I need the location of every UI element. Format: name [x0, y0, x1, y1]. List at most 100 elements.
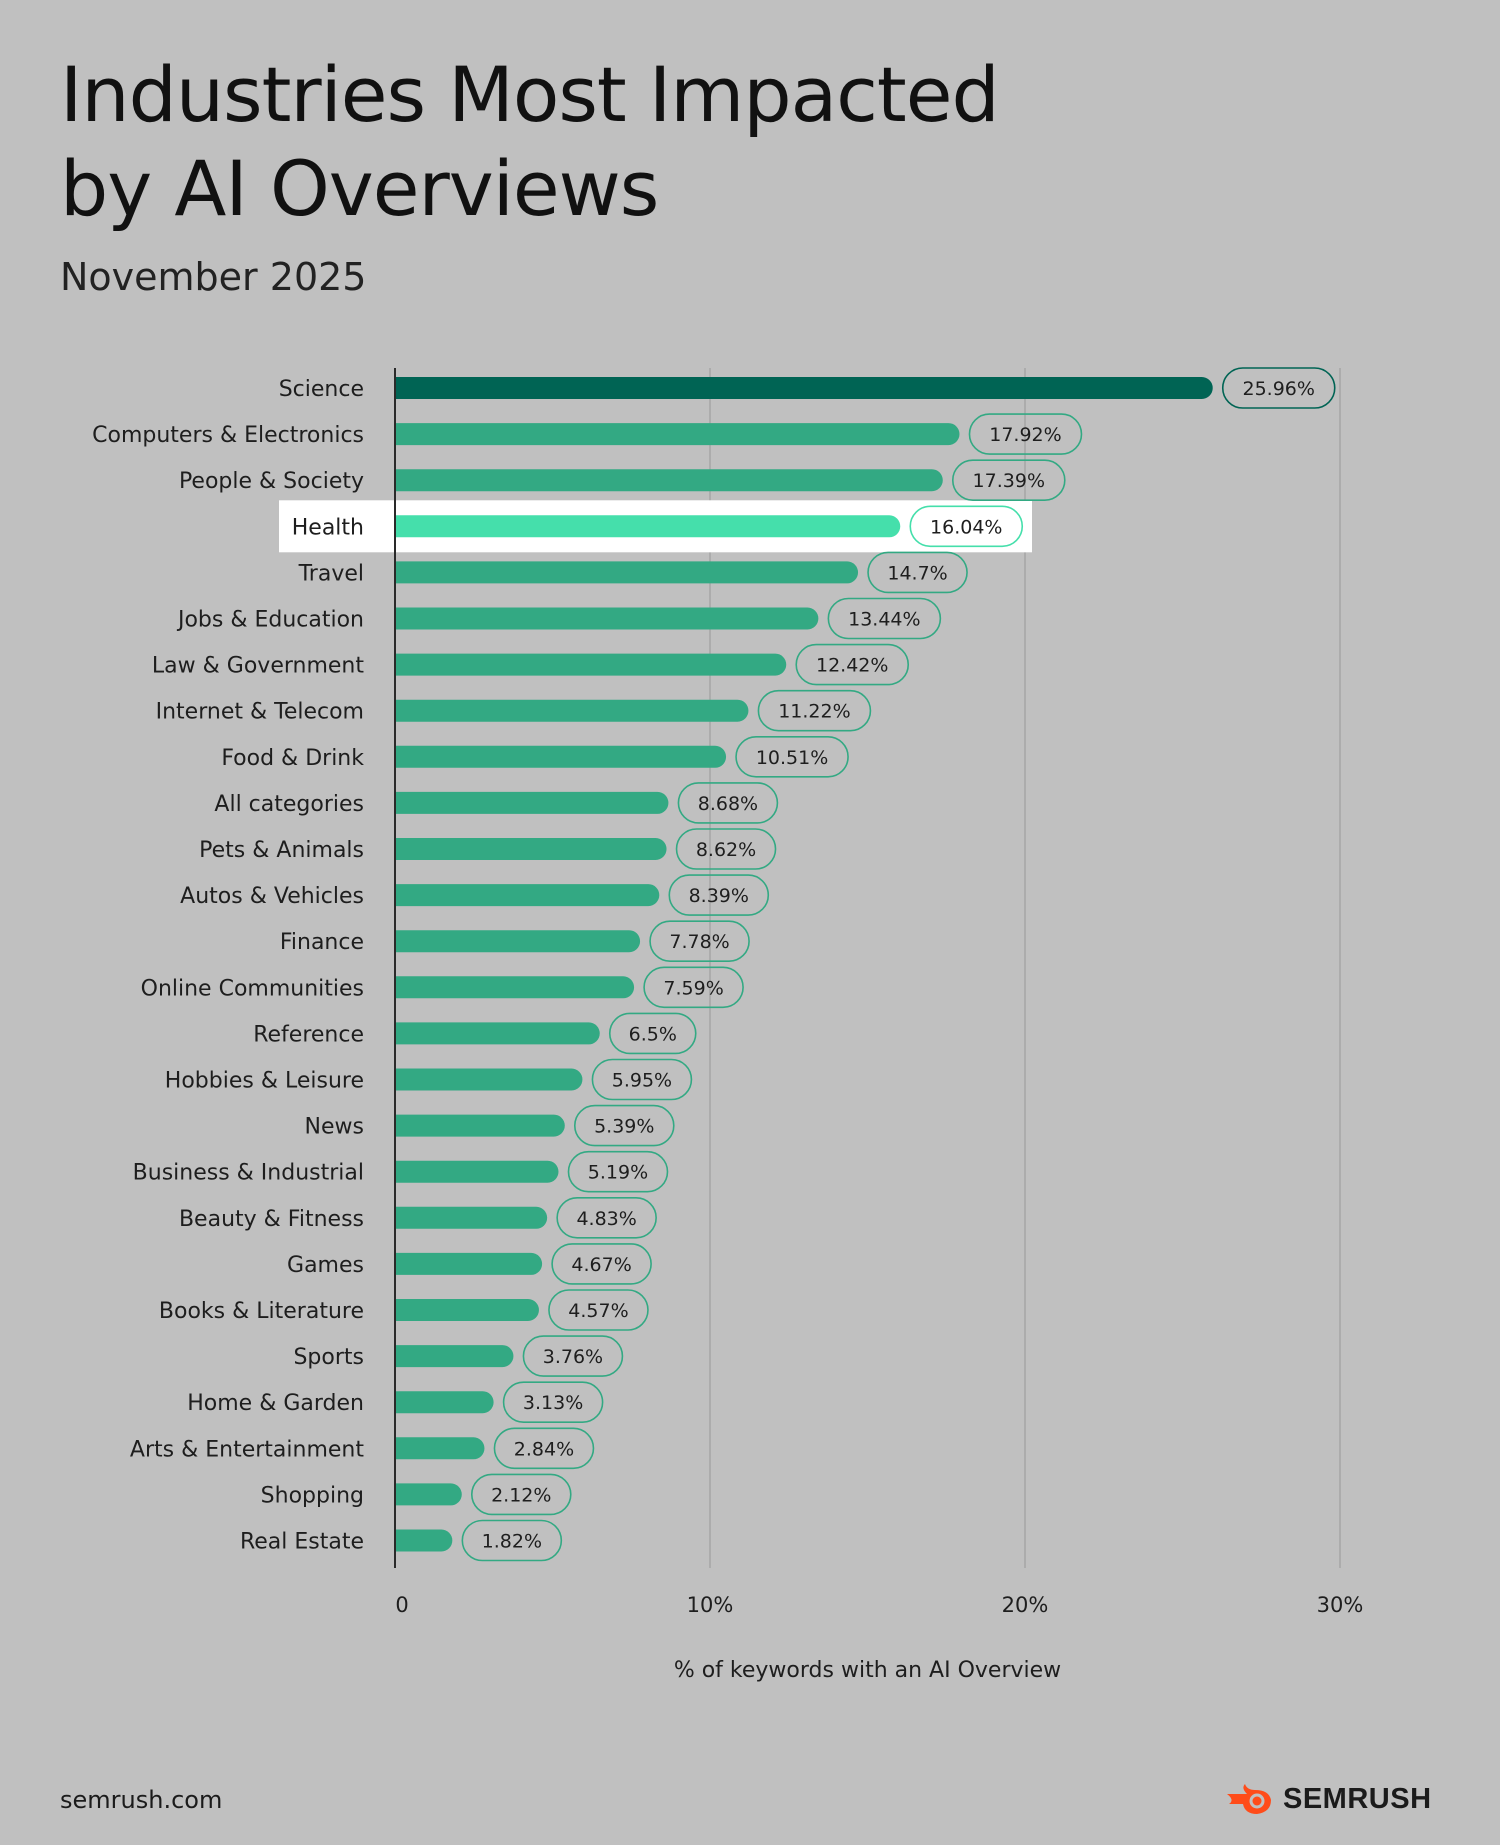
value-pill	[649, 920, 750, 963]
category-label: Arts & Entertainment	[130, 1437, 364, 1462]
category-label: Beauty & Fitness	[179, 1207, 364, 1232]
value-pill	[757, 689, 872, 732]
value-label: 8.39%	[689, 885, 749, 907]
category-label: Food & Drink	[221, 746, 364, 771]
category-label: Pets & Animals	[199, 838, 364, 863]
category-label: People & Society	[179, 469, 364, 494]
value-label: 16.04%	[930, 516, 1002, 538]
value-label: 3.13%	[523, 1392, 583, 1414]
bar	[395, 791, 669, 814]
value-label: 11.22%	[778, 701, 850, 723]
category-label: Finance	[280, 930, 364, 955]
value-label: 8.62%	[696, 839, 756, 861]
value-pill	[675, 828, 777, 870]
x-tick-label: 30%	[1317, 1593, 1364, 1617]
value-label: 17.39%	[973, 470, 1045, 492]
bar	[395, 1114, 565, 1137]
x-tick-label: 10%	[687, 1593, 734, 1617]
value-pill	[735, 735, 849, 778]
value-label: 5.95%	[612, 1070, 672, 1092]
bar	[395, 976, 635, 999]
bar	[395, 653, 787, 676]
category-label: Online Communities	[141, 976, 364, 1001]
value-pill	[827, 597, 942, 640]
category-label: Games	[287, 1253, 364, 1278]
bar	[395, 1483, 462, 1506]
value-label: 14.7%	[887, 562, 947, 584]
bar-chart: Science 25.96% Computers & Electronics 17.9…	[92, 367, 1364, 1683]
bar	[395, 699, 749, 722]
category-label: Business & Industrial	[133, 1161, 364, 1186]
value-label: 2.12%	[491, 1484, 551, 1506]
semrush-wordmark: SEMRUSH	[1283, 1782, 1432, 1815]
value-pill	[951, 459, 1066, 502]
chart-title-line-1: Industries Most Impacted	[60, 50, 1000, 139]
category-label: Hobbies & Leisure	[165, 1069, 364, 1094]
category-label: Home & Garden	[187, 1391, 364, 1416]
x-axis-title: % of keywords with an AI Overview	[674, 1658, 1061, 1683]
bar	[395, 1391, 494, 1414]
value-pill	[909, 505, 1024, 548]
category-label: Travel	[298, 561, 364, 586]
value-label: 4.57%	[568, 1300, 628, 1322]
x-tick-label: 0	[395, 1593, 408, 1617]
value-pill	[867, 551, 968, 594]
value-label: 3.76%	[543, 1346, 603, 1368]
category-label: Autos & Vehicles	[180, 884, 364, 909]
value-pill	[548, 1289, 649, 1331]
value-label: 4.67%	[571, 1254, 631, 1276]
value-label: 4.83%	[576, 1208, 636, 1230]
value-pill	[567, 1150, 669, 1193]
bar	[395, 1529, 453, 1552]
chart-title: Industries Most Impacted by AI Overviews	[60, 48, 1260, 236]
bar	[395, 377, 1213, 399]
bar	[395, 607, 819, 630]
semrush-logo: SEMRUSH	[1225, 1782, 1432, 1816]
bar	[395, 423, 960, 446]
value-label: 7.59%	[663, 977, 723, 999]
bar	[395, 1299, 539, 1321]
value-label: 8.68%	[698, 793, 758, 815]
bar	[395, 1252, 543, 1275]
value-pill	[493, 1427, 595, 1470]
chart-title-line-2: by AI Overviews	[60, 144, 659, 233]
bar	[395, 1206, 548, 1229]
value-pill	[551, 1243, 652, 1285]
value-pill	[573, 1104, 675, 1147]
value-label: 25.96%	[1243, 378, 1315, 400]
value-pill	[795, 643, 910, 686]
value-label: 1.82%	[482, 1531, 542, 1553]
category-label: Health	[292, 515, 364, 540]
chart-subtitle: November 2025	[60, 255, 367, 299]
bar	[395, 1160, 559, 1183]
bar	[395, 561, 859, 584]
bar	[395, 838, 667, 860]
value-pill	[968, 413, 1083, 455]
category-label: Shopping	[261, 1483, 364, 1508]
category-label: Sports	[293, 1345, 364, 1370]
bar	[395, 1022, 600, 1045]
value-label: 10.51%	[756, 747, 828, 769]
category-label: Books & Literature	[159, 1299, 364, 1324]
value-label: 5.19%	[588, 1162, 648, 1184]
category-label: News	[305, 1115, 364, 1140]
category-label: Law & Government	[152, 654, 364, 679]
value-label: 2.84%	[514, 1438, 574, 1460]
bar	[395, 745, 727, 768]
value-pill	[668, 874, 770, 916]
value-pill	[608, 1012, 697, 1055]
value-pill	[522, 1335, 624, 1377]
footer-url: semrush.com	[60, 1786, 223, 1814]
value-label: 12.42%	[816, 655, 888, 677]
bar	[395, 1437, 485, 1460]
category-label: Science	[279, 377, 364, 402]
bar	[395, 515, 901, 538]
value-pill	[556, 1197, 657, 1239]
category-label: Reference	[253, 1022, 364, 1047]
bar	[395, 884, 660, 907]
category-label: Internet & Telecom	[156, 700, 364, 725]
value-label: 17.92%	[989, 424, 1061, 446]
bar	[395, 930, 641, 953]
value-label: 7.78%	[669, 931, 729, 953]
category-label: Computers & Electronics	[92, 423, 364, 448]
